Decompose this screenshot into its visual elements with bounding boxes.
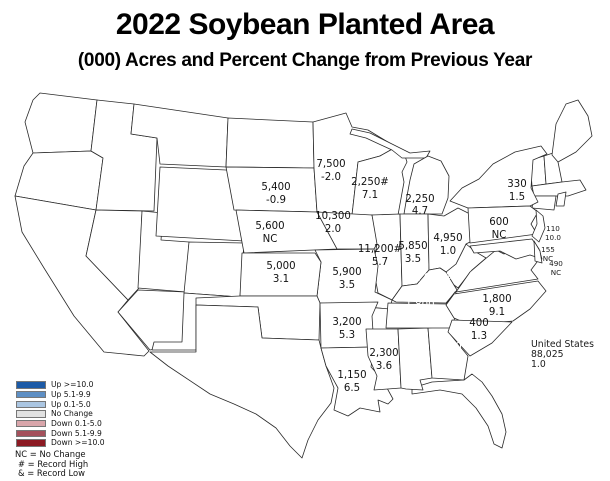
state-label-KY: 2,050# 10.8 <box>414 273 452 297</box>
state-label-IA: 10,300 2.0 <box>315 211 351 235</box>
legend-label: Up >=10.0 <box>51 380 94 390</box>
state-label-LA: 1,150 6.5 <box>337 370 366 394</box>
state-CO <box>183 241 245 298</box>
state-PA <box>467 205 539 244</box>
note-nc: NC = No Change <box>15 449 86 459</box>
state-label-AL: 350 12.9 <box>405 345 428 369</box>
legend-label: Down 5.1-9.9 <box>51 428 102 438</box>
state-SC <box>447 319 513 357</box>
state-label-OH: 4,950 1.0 <box>433 233 462 257</box>
legend-label: Up 0.1-5.0 <box>51 399 91 409</box>
state-label-NY: 330 1.5 <box>507 179 526 203</box>
state-ME <box>551 99 593 163</box>
legend-item: Down 5.1-9.9 <box>16 428 105 438</box>
state-label-MI: 2,250 4.7 <box>405 194 434 217</box>
side-label-NJ: 110 10.0 <box>545 224 561 242</box>
legend-swatch-up-ge-10 <box>16 381 46 389</box>
note-record-low: & = Record Low <box>18 468 85 478</box>
state-TX <box>149 304 335 459</box>
state-RI <box>555 191 567 207</box>
state-KS <box>239 252 322 297</box>
state-label-NC: 1,800 9.1 <box>482 294 511 318</box>
side-label-MD: 490 NC <box>549 259 563 277</box>
state-label-SC: 400 1.3 <box>469 318 488 342</box>
state-label-KS: 5,000 3.1 <box>266 261 295 285</box>
legend-item: Up >=10.0 <box>16 380 105 390</box>
state-label-NE: 5,600 NC <box>255 221 284 245</box>
state-NJ <box>531 209 546 243</box>
state-IA <box>316 211 379 250</box>
state-DE <box>533 240 543 264</box>
legend-label: Up 5.1-9.9 <box>51 390 91 400</box>
state-WA <box>24 92 98 154</box>
state-NV <box>85 209 143 301</box>
state-label-GA: 130 -7.1 <box>442 342 462 366</box>
state-label-IN: 5,850 3.5 <box>398 241 427 265</box>
page-title: 2022 Soybean Planted Area <box>115 8 495 41</box>
state-value-labels: 5,700 -21.4 5,400 -0.9 7,500 -2.0 2,250# 7.1… <box>241 133 526 394</box>
legend-swatch-down-5-9 <box>16 429 46 437</box>
east-coast-side-labels: 110 10.0 155 NC 490 NC <box>541 224 563 277</box>
state-label-ND: 5,700 -21.4 <box>241 133 270 157</box>
legend-item: No Change <box>16 409 105 419</box>
state-label-SD: 5,400 -0.9 <box>261 182 290 206</box>
state-label-WI: 2,250# 7.1 <box>351 177 389 201</box>
state-label-IL: 11,200# 5.7 <box>358 244 402 268</box>
side-label-DE: 155 NC <box>541 245 555 263</box>
map-legend: Up >=10.0 Up 5.1-9.9 Up 0.1-5.0 No Chang… <box>16 380 105 448</box>
state-label-VA: 680 13.3 <box>491 261 514 285</box>
page-subtitle: (000) Acres and Percent Change from Prev… <box>77 50 533 71</box>
state-KY <box>391 267 458 304</box>
legend-item: Down 0.1-5.0 <box>16 419 105 429</box>
state-NC <box>445 280 547 326</box>
legend-swatch-down-ge-10 <box>16 439 46 447</box>
us-total: United States 88,025 1.0 <box>531 339 594 370</box>
legend-item: Up 5.1-9.9 <box>16 390 105 400</box>
legend-swatch-down-0-5 <box>16 419 46 428</box>
state-label-MS: 2,300 3.6 <box>369 348 398 372</box>
state-LA <box>320 346 394 417</box>
legend-label: Down >=10.0 <box>51 438 105 448</box>
note-record-high: # = Record High <box>18 458 89 469</box>
us-total-name: United States <box>531 339 594 350</box>
state-label-PA: 600 NC <box>489 217 508 241</box>
state-label-OK: 490 -15.5 <box>281 309 307 333</box>
state-label-TN: 1,800 16.1 <box>405 300 434 324</box>
state-label-TX: 90 -18.2 <box>259 366 285 390</box>
legend-swatch-up-0-5 <box>16 400 46 408</box>
legend-notes: NC = No Change # = Record High & = Recor… <box>15 449 89 479</box>
legend-label: Down 0.1-5.0 <box>51 419 102 429</box>
state-label-AR: 3,200 5.3 <box>332 317 361 341</box>
legend-item: Up 0.1-5.0 <box>16 399 105 409</box>
legend-swatch-up-5-9 <box>16 390 46 399</box>
legend-label: No Change <box>51 409 93 419</box>
legend-swatch-no-change <box>16 410 46 418</box>
us-total-acres: 88,025 <box>531 349 564 360</box>
state-label-MN: 7,500 -2.0 <box>316 159 345 183</box>
state-FL <box>411 373 507 449</box>
state-label-MO: 5,900 3.5 <box>332 267 361 291</box>
state-MI <box>403 155 450 215</box>
legend-item: Down >=10.0 <box>16 438 105 448</box>
us-total-pct: 1.0 <box>531 359 546 370</box>
state-shapes <box>14 92 593 459</box>
